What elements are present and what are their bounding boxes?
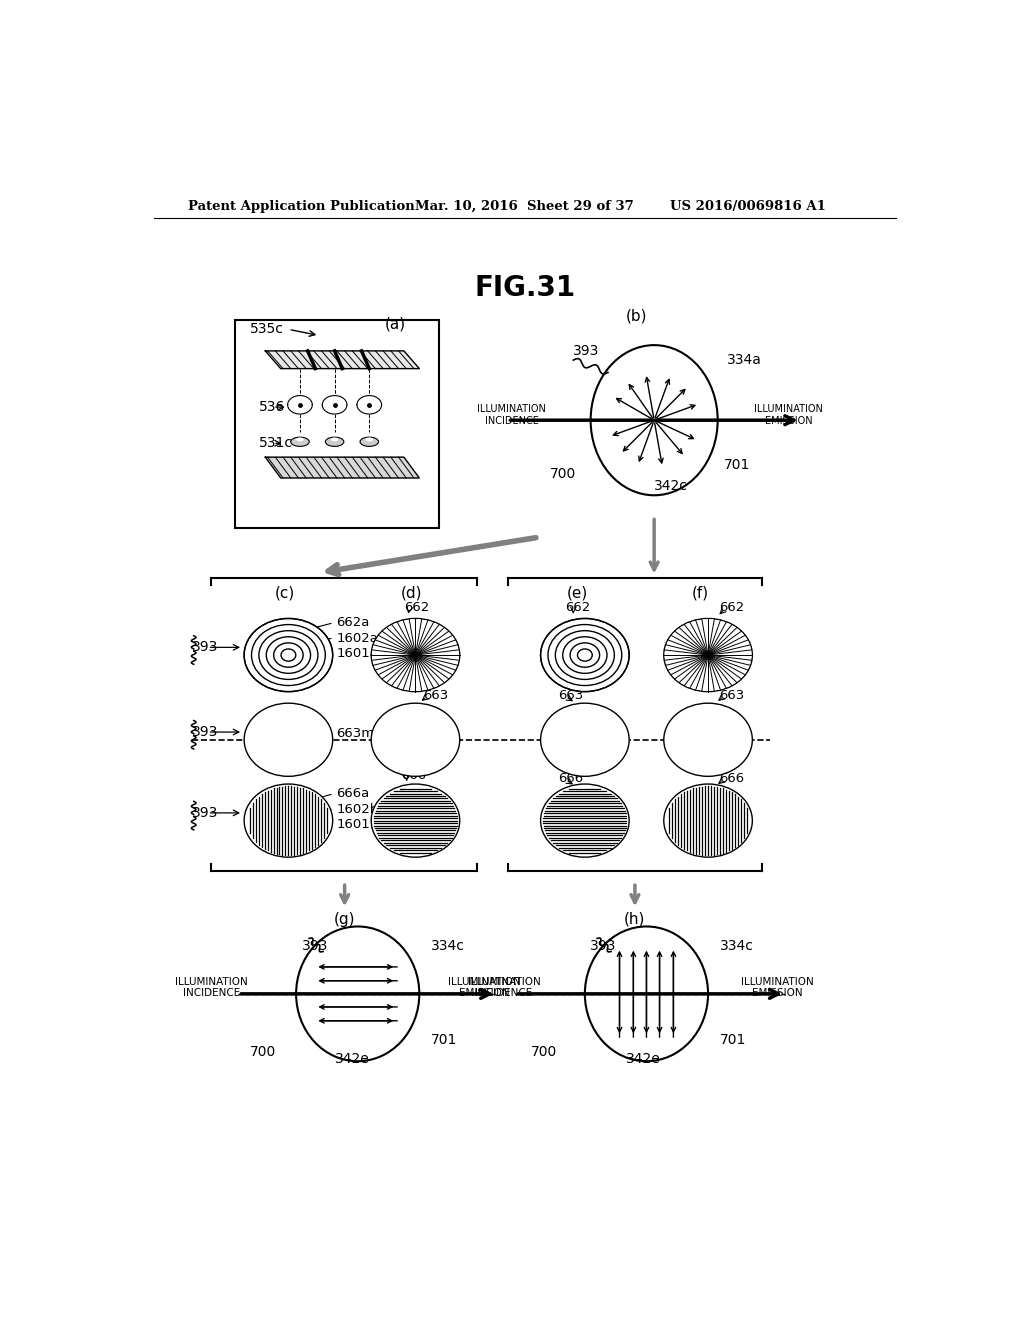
Ellipse shape <box>541 784 629 857</box>
Ellipse shape <box>372 619 459 690</box>
Text: 393: 393 <box>193 807 218 820</box>
Text: 393: 393 <box>573 345 600 358</box>
Text: Patent Application Publication: Patent Application Publication <box>188 199 415 213</box>
Text: 700: 700 <box>531 1044 557 1059</box>
Text: 662: 662 <box>720 601 744 614</box>
Text: 663: 663 <box>720 689 744 702</box>
Ellipse shape <box>548 624 622 685</box>
Text: (c): (c) <box>274 586 295 601</box>
Text: 393: 393 <box>301 939 328 953</box>
Text: Mar. 10, 2016  Sheet 29 of 37: Mar. 10, 2016 Sheet 29 of 37 <box>416 199 634 213</box>
Text: 535c: 535c <box>250 322 284 337</box>
FancyBboxPatch shape <box>234 321 438 528</box>
Text: ILLUMINATION
EMISSION: ILLUMINATION EMISSION <box>449 977 521 998</box>
Text: 334a: 334a <box>727 354 762 367</box>
Polygon shape <box>288 405 312 414</box>
Ellipse shape <box>665 619 752 690</box>
Text: (b): (b) <box>626 309 647 323</box>
Text: 700: 700 <box>250 1044 276 1059</box>
Ellipse shape <box>266 636 310 673</box>
Ellipse shape <box>371 704 460 776</box>
Text: 531c: 531c <box>259 437 293 450</box>
Text: 662a: 662a <box>336 616 370 630</box>
Ellipse shape <box>664 619 753 692</box>
Ellipse shape <box>259 631 317 680</box>
Ellipse shape <box>291 437 309 446</box>
Text: (g): (g) <box>334 912 355 927</box>
Ellipse shape <box>360 437 379 446</box>
Text: 662: 662 <box>565 601 591 614</box>
Text: 666a: 666a <box>336 787 370 800</box>
Text: ILLUMINATION
EMISSION: ILLUMINATION EMISSION <box>741 977 814 998</box>
Text: 1602b: 1602b <box>336 803 379 816</box>
Text: 1601a: 1601a <box>336 647 378 660</box>
Text: 342e: 342e <box>335 1052 370 1067</box>
Ellipse shape <box>585 927 708 1061</box>
Text: 663m: 663m <box>336 727 375 741</box>
Ellipse shape <box>541 619 629 692</box>
Text: ILLUMINATION
INCIDENCE: ILLUMINATION INCIDENCE <box>477 404 546 426</box>
Text: (h): (h) <box>625 912 645 927</box>
Text: (e): (e) <box>566 586 588 601</box>
Text: 393: 393 <box>193 640 218 655</box>
Ellipse shape <box>371 619 460 692</box>
Polygon shape <box>323 405 347 414</box>
Text: 393: 393 <box>590 939 615 953</box>
Ellipse shape <box>664 784 753 857</box>
Text: (d): (d) <box>400 586 422 601</box>
Text: ILLUMINATION
EMISSION: ILLUMINATION EMISSION <box>755 404 823 426</box>
Text: 701: 701 <box>724 458 750 471</box>
Text: 663: 663 <box>423 689 449 702</box>
Ellipse shape <box>578 649 592 661</box>
Text: 701: 701 <box>431 1034 458 1047</box>
Text: 666: 666 <box>558 772 583 785</box>
Polygon shape <box>357 405 382 414</box>
Ellipse shape <box>252 624 326 685</box>
Ellipse shape <box>371 784 460 857</box>
Text: 393: 393 <box>193 725 218 739</box>
Ellipse shape <box>244 784 333 857</box>
Ellipse shape <box>296 437 304 441</box>
Text: 662: 662 <box>403 601 429 614</box>
Ellipse shape <box>244 704 333 776</box>
Polygon shape <box>288 396 312 405</box>
Text: 1601b: 1601b <box>336 818 379 832</box>
Ellipse shape <box>296 927 419 1061</box>
Text: ILLUMINATION
INCIDENCE: ILLUMINATION INCIDENCE <box>468 977 541 998</box>
Text: 334c: 334c <box>720 939 754 953</box>
Text: 700: 700 <box>550 467 577 480</box>
Ellipse shape <box>664 704 753 776</box>
Ellipse shape <box>244 619 333 692</box>
Polygon shape <box>323 396 347 405</box>
Polygon shape <box>265 457 419 478</box>
Polygon shape <box>357 396 382 405</box>
Text: FIG.31: FIG.31 <box>474 273 575 302</box>
Ellipse shape <box>326 437 344 446</box>
Text: (a): (a) <box>385 317 406 331</box>
Ellipse shape <box>281 649 296 661</box>
Ellipse shape <box>331 437 339 441</box>
Ellipse shape <box>244 619 333 692</box>
Text: 1602a: 1602a <box>336 631 378 644</box>
Ellipse shape <box>563 636 607 673</box>
Text: US 2016/0069816 A1: US 2016/0069816 A1 <box>670 199 825 213</box>
Text: 663: 663 <box>558 689 583 702</box>
Ellipse shape <box>273 643 303 667</box>
Ellipse shape <box>555 631 614 680</box>
Text: 666: 666 <box>401 770 427 783</box>
Text: 342c: 342c <box>654 479 688 492</box>
Ellipse shape <box>541 619 629 692</box>
Ellipse shape <box>541 704 629 776</box>
Ellipse shape <box>591 345 718 495</box>
Text: 701: 701 <box>720 1034 746 1047</box>
Text: 536: 536 <box>259 400 286 414</box>
Text: 342e: 342e <box>626 1052 660 1067</box>
Ellipse shape <box>366 437 373 441</box>
Text: 334c: 334c <box>431 939 465 953</box>
Ellipse shape <box>570 643 600 667</box>
Text: 666: 666 <box>720 772 744 785</box>
Text: ILLUMINATION
INCIDENCE: ILLUMINATION INCIDENCE <box>175 977 248 998</box>
Polygon shape <box>265 351 419 368</box>
Text: (f): (f) <box>692 586 709 601</box>
